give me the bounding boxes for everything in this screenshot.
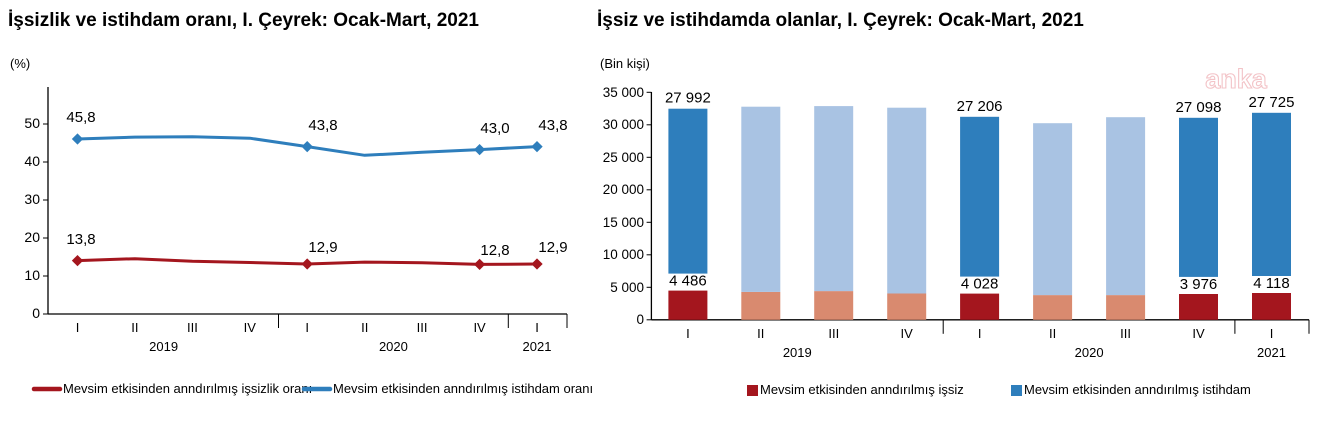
svg-text:Mevsim etkisinden anndırılmış: Mevsim etkisinden anndırılmış istihdam o… — [333, 381, 593, 396]
svg-text:30: 30 — [24, 191, 40, 207]
svg-text:(Bin kişi): (Bin kişi) — [600, 56, 650, 71]
svg-text:IV: IV — [1192, 326, 1205, 341]
svg-text:2021: 2021 — [1257, 345, 1286, 360]
svg-text:III: III — [828, 326, 839, 341]
svg-text:(%): (%) — [10, 56, 30, 71]
svg-text:IV: IV — [473, 320, 486, 335]
svg-text:30 000: 30 000 — [603, 117, 644, 132]
svg-text:5 000: 5 000 — [610, 280, 644, 295]
svg-text:2019: 2019 — [783, 345, 812, 360]
svg-text:III: III — [1120, 326, 1131, 341]
svg-text:2020: 2020 — [379, 339, 408, 354]
svg-text:2019: 2019 — [149, 339, 178, 354]
svg-text:2021: 2021 — [523, 339, 552, 354]
svg-text:II: II — [757, 326, 764, 341]
svg-text:43,0: 43,0 — [480, 120, 509, 137]
svg-text:27 098: 27 098 — [1176, 99, 1222, 116]
svg-text:Mevsim etkisinden anndırılmış: Mevsim etkisinden anndırılmış işsiz — [760, 382, 964, 397]
svg-text:12,8: 12,8 — [480, 242, 509, 259]
svg-text:10 000: 10 000 — [603, 247, 644, 262]
svg-text:Mevsim etkisinden anndırılmış: Mevsim etkisinden anndırılmış işsizlik o… — [63, 381, 312, 396]
svg-text:IV: IV — [901, 326, 914, 341]
svg-text:10: 10 — [24, 267, 40, 283]
svg-text:II: II — [361, 320, 368, 335]
svg-text:12,9: 12,9 — [538, 239, 567, 256]
svg-text:20: 20 — [24, 229, 40, 245]
svg-text:I: I — [1270, 326, 1274, 341]
svg-text:I: I — [76, 320, 80, 335]
svg-text:15 000: 15 000 — [603, 215, 644, 230]
svg-text:4 118: 4 118 — [1253, 275, 1289, 292]
svg-text:3 976: 3 976 — [1180, 276, 1218, 293]
svg-text:III: III — [417, 320, 428, 335]
svg-text:50: 50 — [24, 115, 40, 131]
svg-text:IV: IV — [244, 320, 257, 335]
svg-text:0: 0 — [636, 312, 644, 327]
svg-text:4 486: 4 486 — [669, 273, 707, 290]
svg-text:43,8: 43,8 — [538, 117, 567, 134]
svg-text:27 725: 27 725 — [1249, 94, 1295, 111]
svg-text:45,8: 45,8 — [66, 109, 95, 126]
svg-text:0: 0 — [32, 305, 40, 321]
svg-text:27 992: 27 992 — [665, 90, 711, 107]
svg-text:43,8: 43,8 — [308, 117, 337, 134]
svg-text:III: III — [187, 320, 198, 335]
svg-text:12,9: 12,9 — [308, 239, 337, 256]
svg-text:II: II — [1049, 326, 1056, 341]
svg-text:anka: anka — [1205, 64, 1268, 94]
svg-text:2020: 2020 — [1075, 345, 1104, 360]
svg-text:27 206: 27 206 — [957, 98, 1003, 115]
svg-text:35 000: 35 000 — [603, 85, 644, 100]
svg-text:I: I — [535, 320, 539, 335]
svg-text:13,8: 13,8 — [66, 231, 95, 248]
svg-text:I: I — [305, 320, 309, 335]
svg-text:4 028: 4 028 — [961, 276, 999, 293]
svg-text:20 000: 20 000 — [603, 182, 644, 197]
svg-text:I: I — [978, 326, 982, 341]
svg-text:25 000: 25 000 — [603, 150, 644, 165]
svg-text:I: I — [686, 326, 690, 341]
svg-text:40: 40 — [24, 153, 40, 169]
svg-text:Mevsim etkisinden anndırılmış: Mevsim etkisinden anndırılmış istihdam — [1024, 382, 1251, 397]
svg-text:II: II — [131, 320, 138, 335]
